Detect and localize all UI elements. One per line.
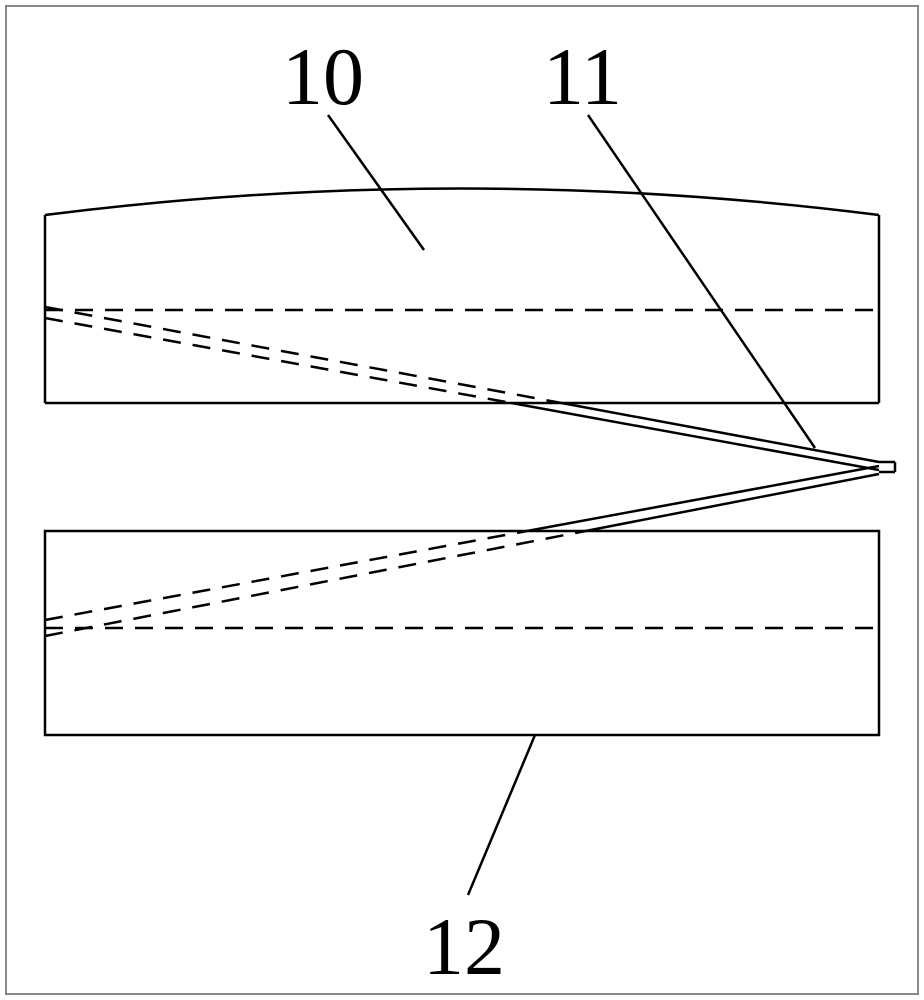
label-12-text: 12 xyxy=(423,901,505,992)
label-11: 11 xyxy=(543,30,622,124)
label-12: 12 xyxy=(423,900,505,994)
label-10-text: 10 xyxy=(282,31,364,122)
label-11-text: 11 xyxy=(543,31,622,122)
diagram-canvas xyxy=(0,0,924,1000)
label-10: 10 xyxy=(282,30,364,124)
